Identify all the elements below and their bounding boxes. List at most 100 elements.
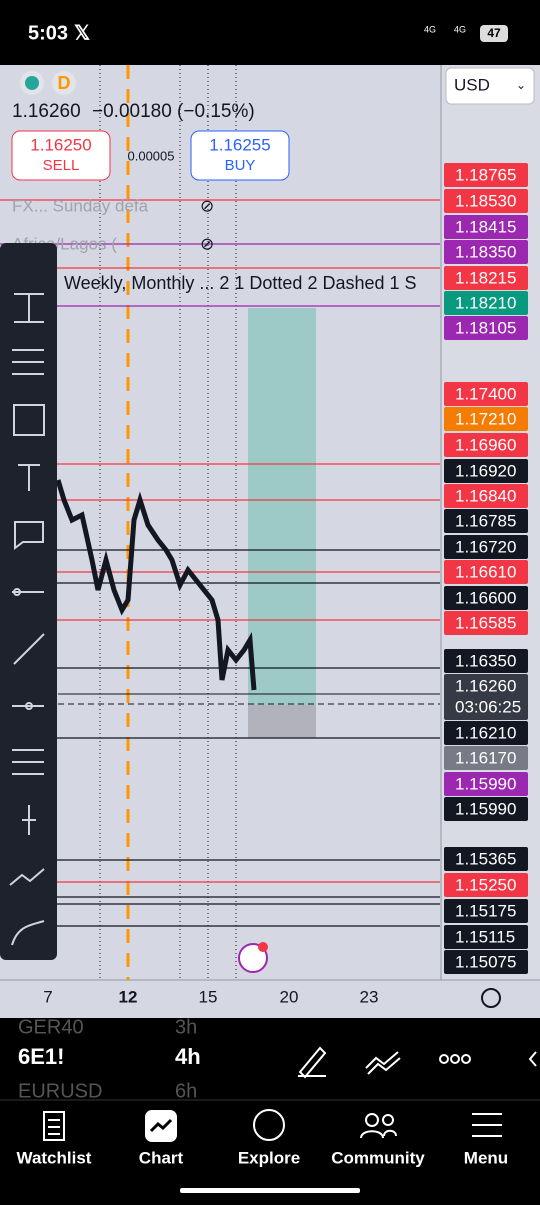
price-label-bg bbox=[444, 240, 528, 264]
price-label-bg bbox=[444, 291, 528, 315]
price-label: 1.16720 bbox=[455, 537, 516, 556]
price-label: 1.16600 bbox=[455, 588, 516, 607]
interval-badge bbox=[52, 71, 76, 95]
price-label-bg bbox=[444, 316, 528, 340]
interval[interactable]: 4h bbox=[175, 1044, 201, 1069]
interval: 6h bbox=[175, 1080, 197, 1102]
price-label: 1.15115 bbox=[455, 927, 515, 946]
nav-item[interactable]: Explore bbox=[238, 1148, 300, 1167]
price-label-bg bbox=[444, 459, 528, 483]
price-label: 1.18415 bbox=[455, 217, 516, 236]
price-label-bg bbox=[444, 925, 528, 949]
price-label-bg bbox=[444, 560, 528, 584]
price-label: 1.15365 bbox=[455, 849, 516, 868]
x-tick-label: 23 bbox=[360, 987, 379, 1006]
buy-label[interactable]: BUY bbox=[225, 157, 256, 174]
long-position-stop bbox=[248, 705, 316, 738]
symbol: EURUSD bbox=[18, 1080, 102, 1102]
price-label: 1.16960 bbox=[455, 435, 516, 454]
price-label: 1.18350 bbox=[455, 242, 516, 261]
nav-item[interactable]: Watchlist bbox=[17, 1148, 92, 1167]
price-label-bg bbox=[444, 484, 528, 508]
currency-select[interactable] bbox=[445, 67, 535, 105]
interval: 3h bbox=[175, 1016, 197, 1038]
price-label-bg bbox=[444, 215, 528, 239]
sell-label[interactable]: SELL bbox=[43, 157, 80, 174]
candles bbox=[55, 479, 257, 691]
price-label: 1.15075 bbox=[455, 952, 516, 971]
price-label-bg bbox=[444, 189, 528, 213]
price-label: 1.15990 bbox=[455, 774, 516, 793]
price-label: 1.18530 bbox=[455, 191, 516, 210]
price-label: 1.17400 bbox=[455, 384, 516, 403]
price-label: 1.16840 bbox=[455, 486, 516, 505]
hidden-icon[interactable]: ⊘ bbox=[200, 196, 214, 215]
net: 4G bbox=[424, 24, 436, 34]
price-label-bg bbox=[444, 509, 528, 533]
chevron: ⌄ bbox=[516, 78, 526, 92]
long-position-target bbox=[248, 308, 316, 705]
hidden-icon[interactable]: ⊘ bbox=[200, 234, 214, 253]
price-label: 1.16785 bbox=[455, 511, 516, 530]
sell-button[interactable] bbox=[11, 130, 111, 181]
currency[interactable]: USD bbox=[454, 75, 490, 94]
price-label-bg bbox=[444, 535, 528, 559]
status-dot bbox=[25, 76, 39, 90]
indicator: FX... Sunday defa bbox=[12, 196, 149, 215]
price-label-bg bbox=[444, 586, 528, 610]
symbol: GER40 bbox=[18, 1016, 84, 1038]
x-logo: 𝕏 bbox=[74, 22, 90, 44]
toolbar-icons[interactable] bbox=[298, 1046, 537, 1079]
price-label: 1.16210 bbox=[455, 723, 516, 742]
price-label-bg bbox=[444, 382, 528, 406]
nav-item[interactable]: Menu bbox=[464, 1148, 508, 1167]
buy-button[interactable] bbox=[190, 130, 290, 181]
session-lines bbox=[99, 65, 237, 980]
price-label: 1.17210 bbox=[455, 409, 516, 428]
price-label: 1.16585 bbox=[455, 613, 516, 632]
price-label-bg bbox=[444, 163, 528, 187]
quote: 1.16260 bbox=[12, 101, 81, 122]
home-indicator bbox=[180, 1188, 360, 1193]
settings-icon[interactable] bbox=[481, 988, 501, 1008]
status-bar bbox=[0, 0, 540, 65]
price-label-bg bbox=[444, 721, 528, 745]
indicator: Weekly, Monthly ... 2 1 Dotted 2 Dashed … bbox=[64, 273, 417, 293]
price-label: 1.18105 bbox=[455, 318, 516, 337]
levels: 1.18765 1.18530 1.18415 1.18350 1.18215 1.182… bbox=[0, 163, 528, 974]
price-label-bg bbox=[444, 873, 528, 897]
symbol[interactable]: 6E1! bbox=[18, 1044, 64, 1069]
price-label-bg bbox=[444, 950, 528, 974]
price-label: 1.16920 bbox=[455, 461, 516, 480]
price-label: 1.16170 bbox=[455, 748, 516, 767]
chart-icon-glyph bbox=[149, 1118, 173, 1133]
net: 4G bbox=[454, 24, 466, 34]
x-axis: 7 12 15 20 23 bbox=[43, 987, 378, 1006]
x-tick-label: 7 bbox=[43, 987, 52, 1006]
tool-icons[interactable] bbox=[9, 293, 45, 946]
price-label-bg bbox=[444, 847, 528, 871]
sell-price[interactable]: 1.16250 bbox=[30, 135, 91, 154]
price-label-bg bbox=[444, 433, 528, 457]
x-tick-label: 12 bbox=[119, 987, 138, 1006]
battery bbox=[480, 25, 508, 42]
nav-item[interactable]: Community bbox=[331, 1148, 425, 1167]
price-label: 1.16610 bbox=[455, 562, 516, 581]
change: −0.00180 (−0.15%) bbox=[92, 101, 255, 122]
nav: Watchlist Chart Explore Community Menu bbox=[17, 1148, 509, 1167]
price-label-bg bbox=[444, 746, 528, 770]
time: 5:03 bbox=[28, 22, 68, 44]
price-label-bg bbox=[444, 611, 528, 635]
price-label: 1.15250 bbox=[455, 875, 516, 894]
interval: D bbox=[58, 73, 71, 93]
nav-item[interactable]: Chart bbox=[139, 1148, 184, 1167]
price-label: 1.16350 bbox=[455, 651, 516, 670]
notification-dot bbox=[258, 942, 268, 952]
price-label: 1.18215 bbox=[455, 268, 516, 287]
price-label-bg bbox=[444, 674, 528, 720]
x-tick-label: 15 bbox=[199, 987, 218, 1006]
buy-price[interactable]: 1.16255 bbox=[209, 135, 270, 154]
price-label: 1.15175 bbox=[455, 901, 516, 920]
price-label: 1.18765 bbox=[455, 165, 516, 184]
